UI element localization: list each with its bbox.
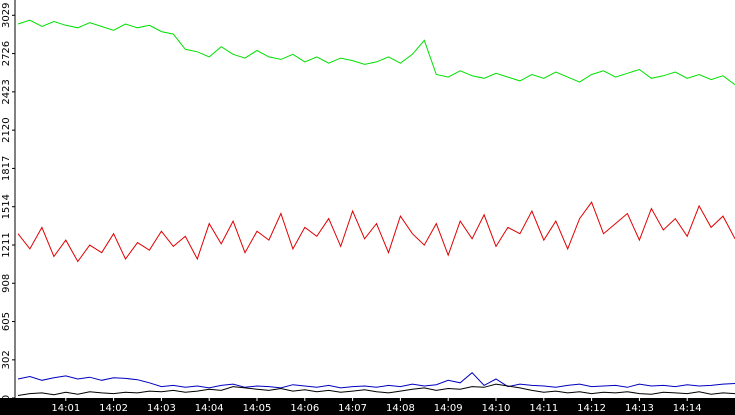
y-tick-label: 2726 [1,41,12,66]
y-tick-label: 302 [1,350,12,369]
x-axis-bar [0,398,735,415]
y-tick-label: 605 [1,312,12,331]
x-tick-label: 14:09 [434,403,463,414]
series-line [17,19,735,86]
y-tick-label: 3029 [1,3,12,28]
x-tick-label: 14:11 [529,403,558,414]
y-tick-label: 2423 [1,79,12,104]
x-tick-label: 14:01 [51,403,80,414]
x-tick-label: 14:04 [195,403,224,414]
series-line [17,201,735,263]
x-tick-label: 14:13 [625,403,654,414]
y-tick-label: 0 [1,395,12,401]
x-tick-label: 14:05 [243,403,272,414]
y-tick-label: 1211 [1,232,12,257]
x-tick-label: 14:03 [147,403,176,414]
y-tick-label: 1817 [1,156,12,181]
series-line [17,383,735,396]
y-tick-label: 908 [1,274,12,293]
x-tick-label: 14:14 [673,403,702,414]
series-line [17,372,735,389]
x-tick-label: 14:08 [386,403,415,414]
y-tick-label: 2120 [1,117,12,142]
x-tick-label: 14:12 [577,403,606,414]
x-tick-label: 14:10 [482,403,511,414]
y-tick-label: 1514 [1,194,12,219]
x-tick-label: 14:06 [290,403,319,414]
x-tick-label: 14:02 [99,403,128,414]
x-tick-label: 14:07 [338,403,367,414]
